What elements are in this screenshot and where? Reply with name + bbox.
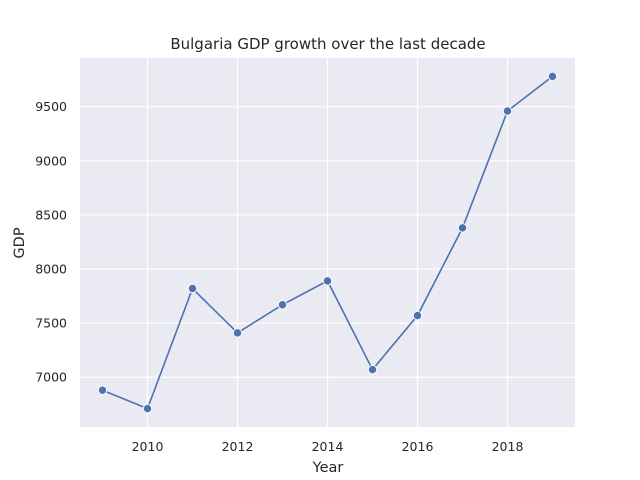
data-point <box>187 283 198 294</box>
x-axis-ticks: 2010 2012 2014 2016 2018 <box>132 439 524 454</box>
data-point <box>547 71 558 82</box>
data-point <box>367 364 378 375</box>
x-tick-label: 2014 <box>312 439 344 454</box>
y-axis-ticks: 7000 7500 8000 8500 9000 9500 <box>35 99 67 385</box>
y-tick-label: 9000 <box>35 153 67 168</box>
data-point <box>322 276 333 286</box>
y-tick-label: 7000 <box>35 370 67 385</box>
grid-lines <box>80 58 575 427</box>
y-tick-label: 8500 <box>35 207 67 222</box>
data-point <box>502 106 513 116</box>
series-points <box>97 71 558 414</box>
x-tick-label: 2012 <box>222 439 254 454</box>
y-tick-label: 7500 <box>35 316 67 331</box>
y-tick-label: 9500 <box>35 99 67 114</box>
y-axis-label: GDP <box>12 227 28 258</box>
x-tick-label: 2010 <box>132 439 164 454</box>
y-tick-label: 8000 <box>35 262 67 277</box>
data-point <box>97 385 108 395</box>
x-tick-label: 2016 <box>402 439 434 454</box>
data-point <box>412 310 423 321</box>
x-axis-label: Year <box>312 460 344 476</box>
data-point <box>457 223 468 233</box>
data-point <box>277 300 288 310</box>
data-point <box>232 328 243 338</box>
chart-title: Bulgaria GDP growth over the last decade <box>170 35 485 53</box>
data-point <box>142 403 153 414</box>
x-tick-label: 2018 <box>492 439 524 454</box>
